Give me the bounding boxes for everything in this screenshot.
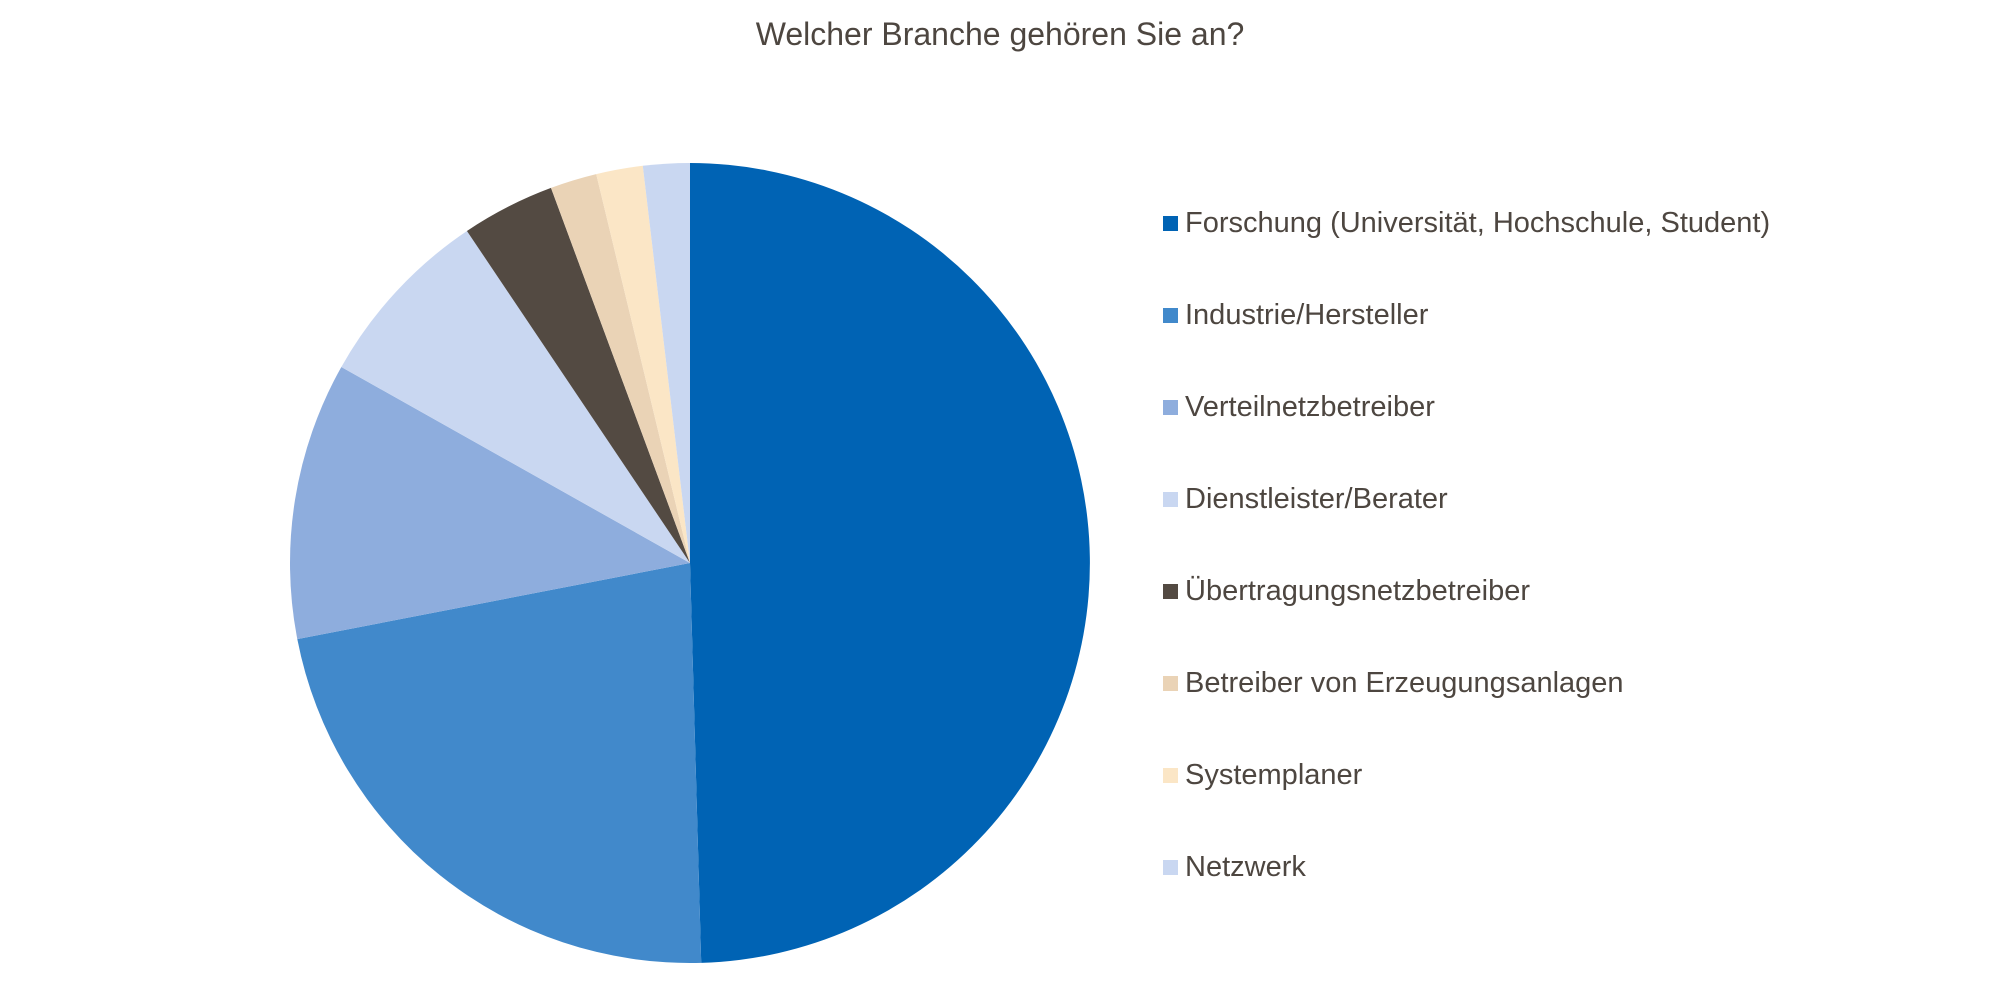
legend-label: Industrie/Hersteller — [1185, 299, 1429, 331]
pie-slice-7 — [596, 165, 690, 564]
legend-swatch — [1163, 676, 1178, 691]
legend-label: Übertragungsnetzbetreiber — [1185, 575, 1530, 607]
legend-label: Betreiber von Erzeugungsanlagen — [1185, 667, 1624, 699]
pie-slice-2 — [297, 563, 702, 963]
pie-slice-3 — [289, 366, 690, 640]
pie-slice-6 — [550, 174, 690, 563]
legend-swatch — [1163, 768, 1178, 783]
legend-label: Verteilnetzbetreiber — [1185, 391, 1435, 423]
pie-slice-4 — [341, 230, 690, 564]
legend-label: Forschung (Universität, Hochschule, Stud… — [1185, 207, 1771, 239]
pie-slices — [289, 163, 1090, 963]
legend-swatch — [1163, 216, 1178, 231]
legend-swatch — [1163, 860, 1178, 875]
pie-slice-5 — [466, 187, 690, 563]
legend-swatch — [1163, 584, 1178, 599]
pie-slice-1 — [690, 163, 1090, 963]
legend-label: Netzwerk — [1185, 851, 1306, 883]
legend-swatch — [1163, 400, 1178, 415]
legend-swatch — [1163, 492, 1178, 507]
legend-swatch — [1163, 308, 1178, 323]
legend-label: Systemplaner — [1185, 759, 1363, 791]
chart-title: Welcher Branche gehören Sie an? — [755, 16, 1245, 52]
pie-slice-8 — [642, 163, 690, 563]
legend-label: Dienstleister/Berater — [1185, 483, 1448, 515]
